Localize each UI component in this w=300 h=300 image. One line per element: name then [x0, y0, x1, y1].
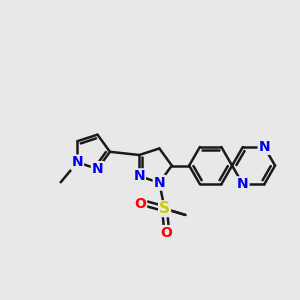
Text: O: O — [134, 196, 146, 211]
Text: S: S — [159, 201, 170, 216]
Text: N: N — [71, 155, 83, 170]
Text: O: O — [160, 226, 172, 240]
Text: N: N — [237, 177, 249, 191]
Text: N: N — [92, 162, 103, 176]
Text: N: N — [154, 176, 165, 190]
Text: N: N — [259, 140, 270, 154]
Text: N: N — [134, 169, 145, 183]
